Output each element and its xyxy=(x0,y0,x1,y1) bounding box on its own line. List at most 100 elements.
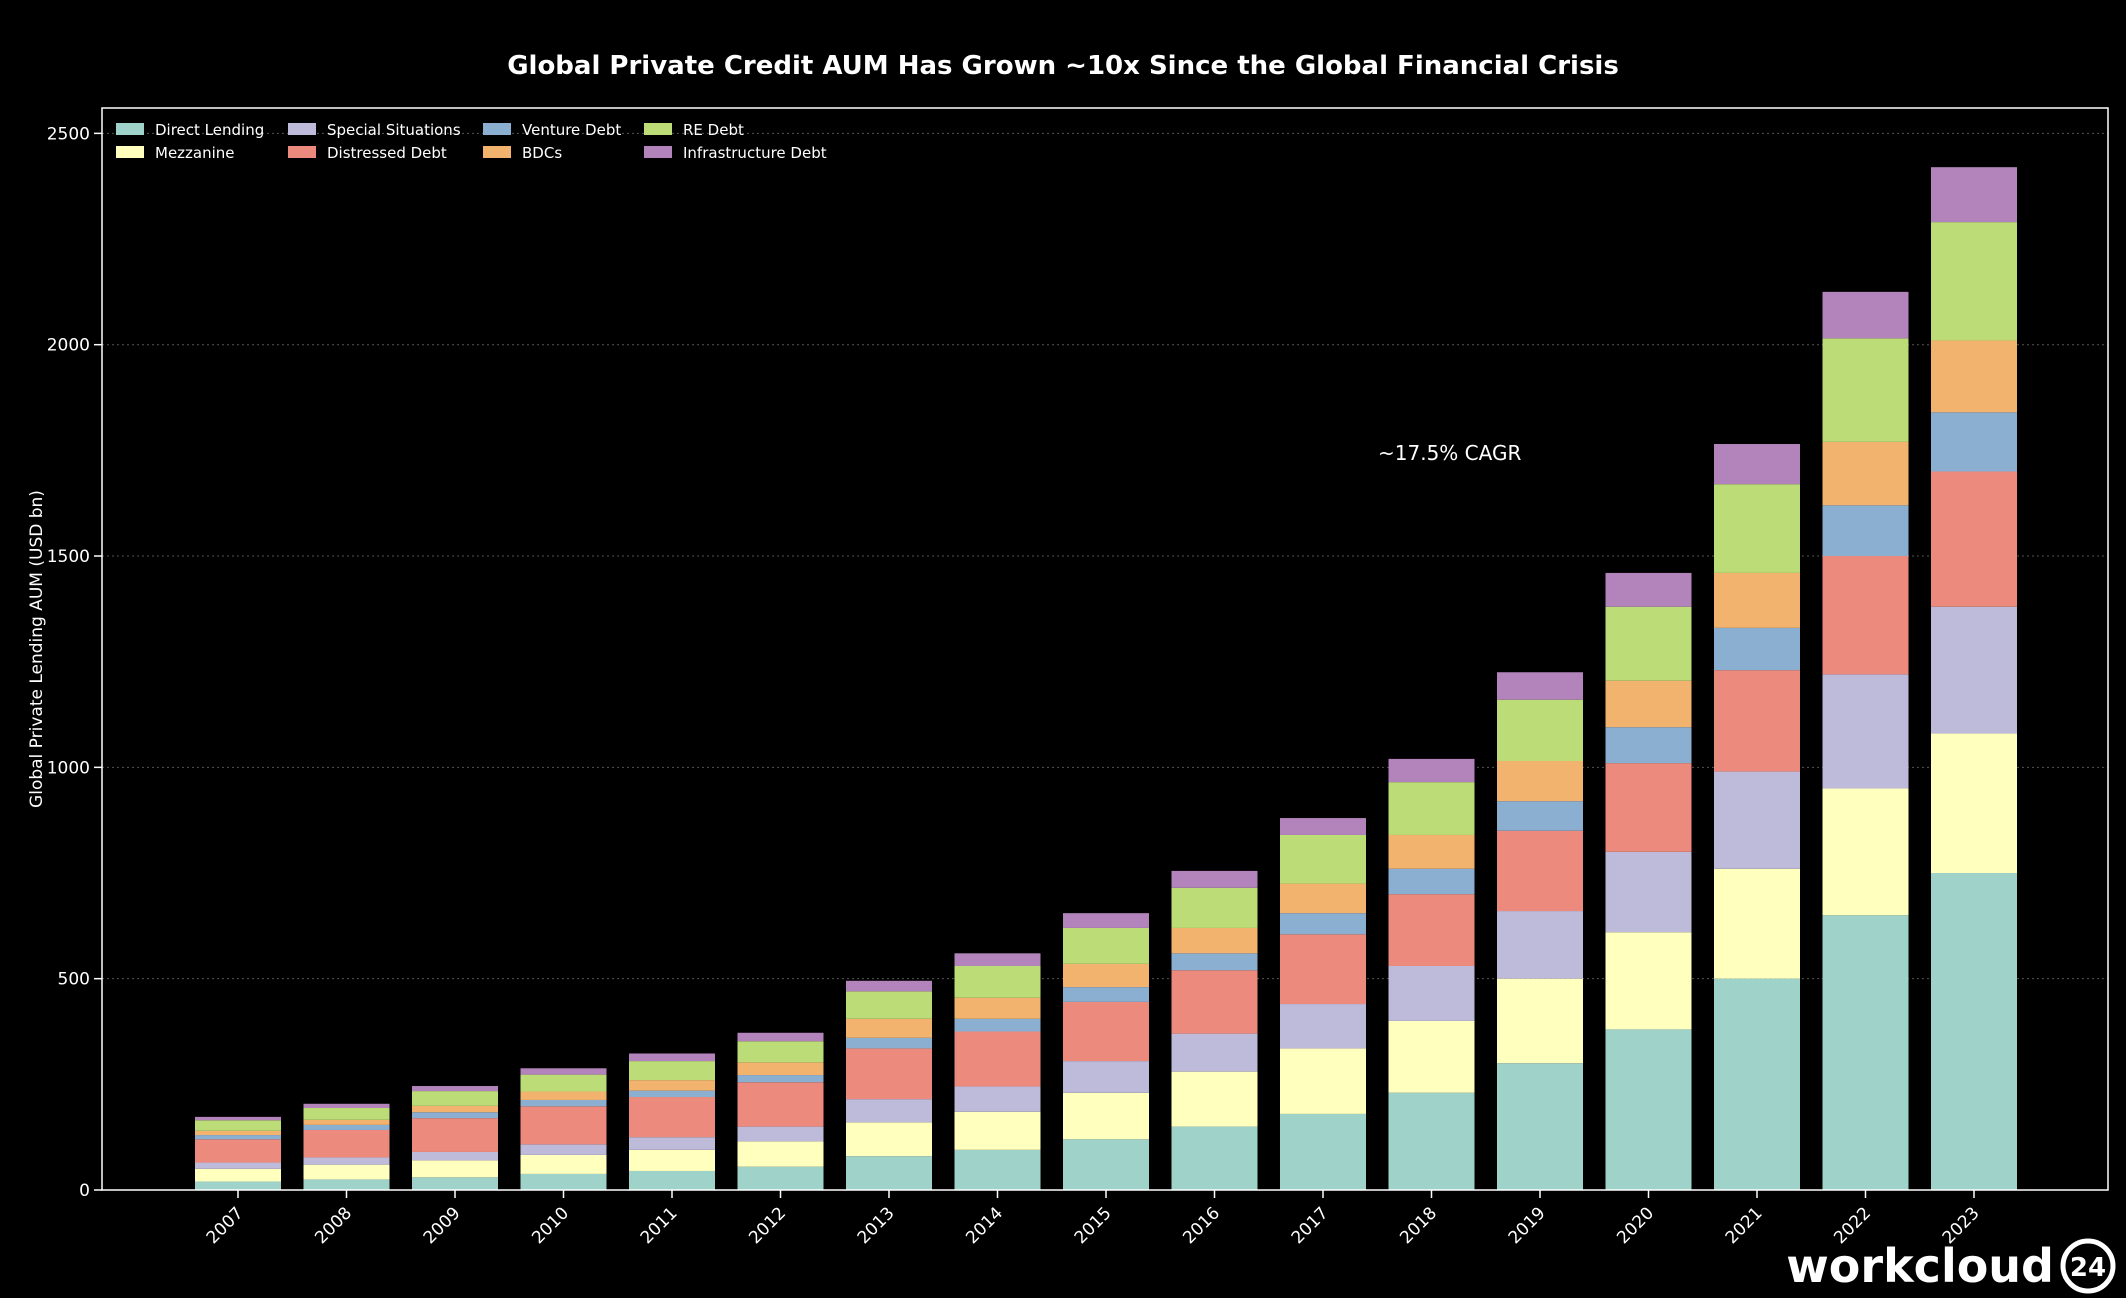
bar-bdcs-2021 xyxy=(1714,572,1800,628)
cagr-annotation: ~17.5% CAGR xyxy=(1378,441,1521,465)
bar-direct-lending-2013 xyxy=(846,1156,932,1190)
x-tick-label: 2015 xyxy=(1071,1203,1116,1248)
bar-direct-lending-2020 xyxy=(1605,1029,1692,1190)
bar-distressed-debt-2010 xyxy=(520,1106,607,1145)
bar-infrastructure-debt-2007 xyxy=(195,1116,281,1121)
bar-infrastructure-debt-2009 xyxy=(412,1086,498,1092)
bar-bdcs-2012 xyxy=(737,1062,824,1076)
bar-direct-lending-2010 xyxy=(520,1173,607,1190)
legend-swatch xyxy=(116,146,144,158)
bar-direct-lending-2019 xyxy=(1497,1063,1583,1190)
bar-mezzanine-2011 xyxy=(629,1149,715,1171)
bar-distressed-debt-2016 xyxy=(1171,970,1258,1034)
bar-bdcs-2016 xyxy=(1171,927,1258,954)
bar-direct-lending-2016 xyxy=(1171,1126,1258,1190)
bar-venture-debt-2018 xyxy=(1388,868,1475,895)
bar-distressed-debt-2015 xyxy=(1063,1001,1149,1062)
legend-swatch xyxy=(116,123,144,135)
bar-special-situations-2020 xyxy=(1605,851,1692,933)
bar-re-debt-2015 xyxy=(1063,927,1149,964)
bar-infrastructure-debt-2015 xyxy=(1063,913,1149,928)
bar-infrastructure-debt-2010 xyxy=(520,1068,607,1075)
bar-direct-lending-2017 xyxy=(1280,1113,1366,1190)
bar-re-debt-2019 xyxy=(1497,699,1583,762)
bar-infrastructure-debt-2021 xyxy=(1714,444,1800,485)
bar-re-debt-2014 xyxy=(954,965,1041,998)
bar-infrastructure-debt-2017 xyxy=(1280,818,1366,835)
bar-mezzanine-2016 xyxy=(1171,1071,1258,1127)
bar-mezzanine-2017 xyxy=(1280,1048,1366,1114)
bar-distressed-debt-2014 xyxy=(954,1031,1041,1087)
bar-bdcs-2018 xyxy=(1388,834,1475,869)
bar-venture-debt-2015 xyxy=(1063,987,1149,1002)
x-axis: 2007 2008 2009 2010 2011 2012 2013 2014 2015 2016… xyxy=(203,1190,1984,1248)
bar-venture-debt-2023 xyxy=(1931,412,2017,472)
bar-direct-lending-2022 xyxy=(1822,915,1909,1190)
bar-infrastructure-debt-2022 xyxy=(1822,291,1909,339)
bar-infrastructure-debt-2018 xyxy=(1388,758,1475,783)
bar-distressed-debt-2019 xyxy=(1497,830,1583,912)
bar-bdcs-2007 xyxy=(195,1130,281,1136)
legend-swatch xyxy=(288,146,316,158)
bar-special-situations-2016 xyxy=(1171,1033,1258,1072)
bar-distressed-debt-2012 xyxy=(737,1082,824,1127)
bar-distressed-debt-2009 xyxy=(412,1118,498,1152)
bar-distressed-debt-2023 xyxy=(1931,471,2017,607)
bar-mezzanine-2023 xyxy=(1931,733,2017,874)
bar-re-debt-2009 xyxy=(412,1091,498,1106)
bar-infrastructure-debt-2020 xyxy=(1605,572,1692,607)
gridlines xyxy=(102,132,2108,980)
x-tick-label: 2014 xyxy=(962,1203,1007,1248)
x-tick-label: 2013 xyxy=(854,1203,899,1248)
bar-special-situations-2021 xyxy=(1714,771,1800,869)
bar-venture-debt-2021 xyxy=(1714,627,1800,671)
bar-infrastructure-debt-2019 xyxy=(1497,672,1583,700)
bar-direct-lending-2012 xyxy=(737,1166,824,1190)
bar-mezzanine-2022 xyxy=(1822,788,1909,916)
y-tick-label: 2000 xyxy=(47,336,90,356)
bar-direct-lending-2021 xyxy=(1714,978,1800,1190)
bar-mezzanine-2012 xyxy=(737,1141,824,1167)
legend-label: Distressed Debt xyxy=(327,144,447,162)
bar-venture-debt-2016 xyxy=(1171,953,1258,971)
x-tick-label: 2012 xyxy=(745,1203,790,1248)
plot-frame xyxy=(101,107,2109,1191)
legend-swatch xyxy=(483,146,511,158)
bar-bdcs-2010 xyxy=(520,1091,607,1100)
bar-distressed-debt-2022 xyxy=(1822,556,1909,675)
bar-mezzanine-2021 xyxy=(1714,868,1800,979)
y-axis: 0 500 1000 1500 2000 2500 xyxy=(47,124,102,1201)
bar-direct-lending-2008 xyxy=(303,1179,390,1190)
bar-mezzanine-2008 xyxy=(303,1164,390,1180)
bar-mezzanine-2007 xyxy=(195,1168,281,1182)
bar-mezzanine-2018 xyxy=(1388,1020,1475,1093)
bar-re-debt-2010 xyxy=(520,1074,607,1092)
y-tick-label: 1500 xyxy=(47,547,90,567)
bar-re-debt-2020 xyxy=(1605,606,1692,681)
bar-re-debt-2017 xyxy=(1280,834,1366,884)
x-tick-label: 2018 xyxy=(1396,1203,1441,1248)
bar-special-situations-2019 xyxy=(1497,911,1583,979)
bar-re-debt-2021 xyxy=(1714,484,1800,573)
bar-re-debt-2013 xyxy=(846,991,932,1019)
bar-distressed-debt-2017 xyxy=(1280,934,1366,1005)
bar-venture-debt-2011 xyxy=(629,1090,715,1098)
bar-distressed-debt-2008 xyxy=(303,1129,390,1158)
brand-logo: workcloud 24 xyxy=(1786,1238,2116,1294)
bar-re-debt-2016 xyxy=(1171,887,1258,928)
bar-mezzanine-2014 xyxy=(954,1111,1041,1150)
legend-swatch xyxy=(483,123,511,135)
bar-venture-debt-2009 xyxy=(412,1112,498,1119)
bar-distressed-debt-2011 xyxy=(629,1097,715,1138)
bar-mezzanine-2013 xyxy=(846,1122,932,1157)
legend-label: Direct Lending xyxy=(155,121,264,139)
bar-mezzanine-2009 xyxy=(412,1160,498,1178)
x-tick-label: 2010 xyxy=(528,1203,573,1248)
bar-special-situations-2012 xyxy=(737,1126,824,1142)
x-tick-label: 2007 xyxy=(203,1203,248,1248)
legend-label: Mezzanine xyxy=(155,144,235,162)
bar-re-debt-2012 xyxy=(737,1041,824,1063)
bar-venture-debt-2010 xyxy=(520,1099,607,1107)
bar-infrastructure-debt-2016 xyxy=(1171,870,1258,888)
bar-direct-lending-2007 xyxy=(195,1181,281,1190)
